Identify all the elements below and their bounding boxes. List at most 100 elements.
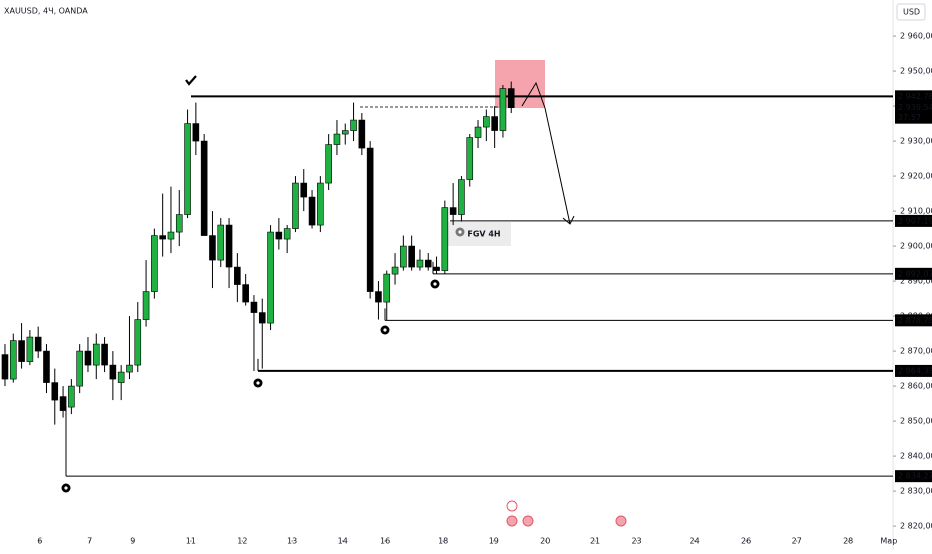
candle-body <box>167 231 175 240</box>
eye-pupil <box>256 381 260 385</box>
level-box <box>895 267 932 280</box>
x-tick-label: 16 <box>380 537 390 546</box>
x-tick-label: 20 <box>540 537 550 546</box>
candle-body <box>416 259 424 268</box>
candle-body <box>109 364 117 380</box>
level-label: 2 942,780 <box>898 92 932 101</box>
level-label: 2 907,190 <box>898 216 932 225</box>
level-label: 2 892,070 <box>898 269 932 278</box>
candle-body <box>491 116 498 131</box>
candle-body <box>18 340 25 362</box>
level-box <box>895 214 932 227</box>
currency-box <box>896 3 926 21</box>
y-tick-label: 2 910,000 <box>900 207 932 216</box>
candle-body <box>275 231 283 240</box>
candle-body <box>366 147 374 292</box>
x-tick-label: 21 <box>590 537 600 546</box>
candle-body <box>499 88 507 131</box>
x-tick-label: 23 <box>631 537 641 546</box>
y-tick-label: 2 820,000 <box>900 522 932 531</box>
candle-body <box>350 119 357 131</box>
candle-body <box>391 266 399 275</box>
level-label: 2 878,785 <box>898 316 932 325</box>
eye-pupil <box>64 486 68 490</box>
y-tick-label: 2 870,000 <box>900 347 932 356</box>
x-tick-label: 13 <box>287 537 297 546</box>
candle-body <box>325 144 332 184</box>
fvg-label: FGV 4H <box>467 230 500 239</box>
candle-body <box>184 123 191 215</box>
candle-body <box>308 196 316 226</box>
level-label: 2 864,330 <box>898 366 932 375</box>
y-tick-label: 2 840,000 <box>900 452 932 461</box>
candle-body <box>51 382 59 401</box>
level-box <box>895 90 932 103</box>
candle-body <box>76 350 83 387</box>
y-tick-label: 2 890,000 <box>900 277 932 286</box>
x-tick-label: 7 <box>87 537 92 546</box>
eye-pupil <box>458 230 462 234</box>
events <box>506 500 627 527</box>
x-tick-label: 24 <box>690 537 700 546</box>
candle-body <box>283 228 291 240</box>
level-box <box>895 470 932 483</box>
y-tick-label: 2 860,000 <box>900 382 932 391</box>
candle-body <box>217 224 225 261</box>
price-box <box>895 101 932 124</box>
x-tick-label: 6 <box>37 537 42 546</box>
candle-body <box>424 259 432 268</box>
candle-body <box>209 235 216 261</box>
x-tick-label: 19 <box>489 537 499 546</box>
candle-body <box>92 343 100 366</box>
candle-body <box>117 371 125 383</box>
candle-body <box>84 350 92 366</box>
candle-body <box>159 235 166 240</box>
x-tick-label: 18 <box>438 537 448 546</box>
y-tick-label: 2 960,000 <box>900 32 932 41</box>
eye-pupil <box>383 328 387 332</box>
candle-body <box>59 396 67 411</box>
x-tick-label: 26 <box>741 537 751 546</box>
x-tick-label: 11 <box>186 537 196 546</box>
candle-body <box>300 182 308 198</box>
candle-body <box>383 273 391 303</box>
candle-body <box>126 364 133 373</box>
candle-body <box>142 291 150 320</box>
y-tick-label: 2 920,000 <box>900 172 932 181</box>
candle-body <box>474 126 482 138</box>
candle-body <box>400 245 407 268</box>
y-tick-label: 2 950,000 <box>900 67 932 76</box>
candle-body <box>242 284 249 303</box>
y-tick-label: 2 900,000 <box>900 242 932 251</box>
x-tick-label: 27 <box>792 537 802 546</box>
candle-body <box>458 179 465 215</box>
check-mark <box>185 75 197 86</box>
candle-body <box>9 340 17 380</box>
currency: USD <box>903 8 920 17</box>
candle-body <box>507 88 515 108</box>
candle-body <box>234 266 241 285</box>
candle-body <box>466 137 474 180</box>
level-box <box>895 314 932 327</box>
y-tick-label: 2 930,000 <box>900 137 932 146</box>
countdown: 37:57 <box>898 113 921 122</box>
candle-body <box>134 319 142 366</box>
candle-body <box>375 291 382 303</box>
x-tick-label: Мар <box>880 537 897 546</box>
y-tick-label: 2 850,000 <box>900 417 932 426</box>
candle-body <box>317 182 324 226</box>
x-tick-label: 12 <box>237 537 247 546</box>
x-tick-label: 14 <box>338 537 348 546</box>
candle-body <box>483 116 490 128</box>
x-tick-label: 9 <box>130 537 135 546</box>
candle-body <box>68 385 75 408</box>
candle-body <box>341 130 349 135</box>
eye-pupil <box>433 282 437 286</box>
candle-body <box>292 182 299 229</box>
candle-body <box>250 301 258 313</box>
chart-title: XAUUSD, 4Ч, OANDA <box>4 7 88 16</box>
candle-body <box>1 354 9 380</box>
candle-body <box>433 266 440 271</box>
